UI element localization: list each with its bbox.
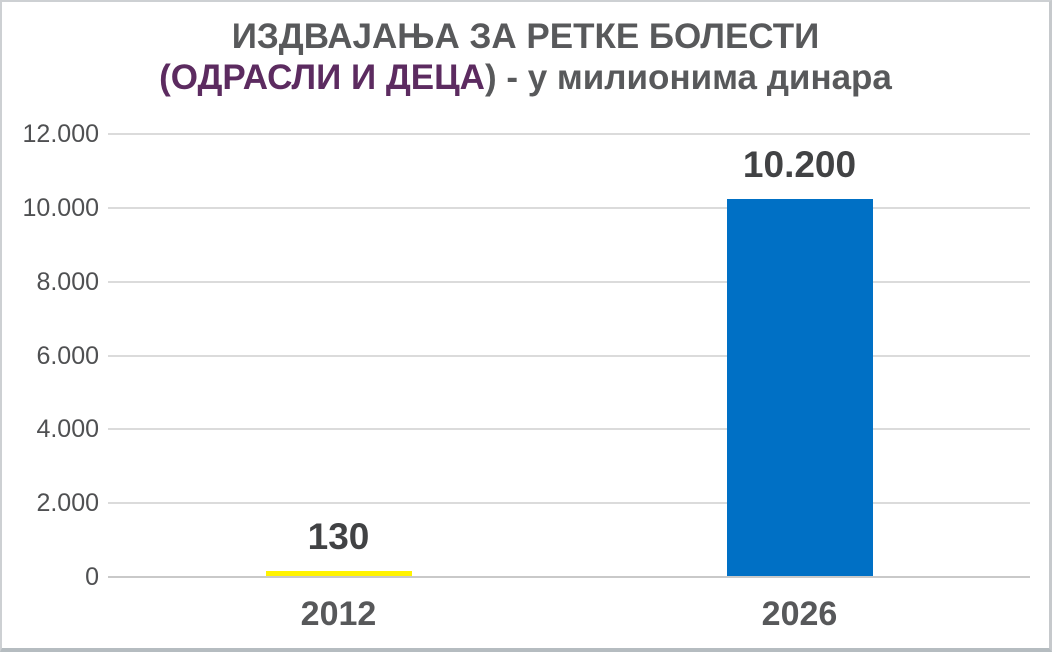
- gridline-12000: [108, 133, 1030, 135]
- value-label-2012: 130: [307, 516, 370, 557]
- y-tick-label-0: 0: [85, 563, 99, 591]
- chart-title: ИЗДВАЈАЊА ЗА РЕТКЕ БОЛЕСТИ (ОДРАСЛИ И ДЕ…: [2, 16, 1049, 98]
- value-label-2026: 10.200: [742, 144, 857, 185]
- gridline-6000: [108, 355, 1030, 357]
- bar-2012: [266, 571, 412, 576]
- y-tick-label-8000: 8.000: [36, 268, 99, 296]
- chart-title-line2: (ОДРАСЛИ И ДЕЦА) - у милионима динара: [2, 57, 1049, 98]
- y-tick-label-12000: 12.000: [22, 120, 99, 148]
- gridline-0: [108, 576, 1030, 578]
- y-tick-label-10000: 10.000: [22, 194, 99, 222]
- bar-2026: [727, 199, 873, 576]
- y-tick-label-2000: 2.000: [36, 489, 99, 517]
- gridline-10000: [108, 207, 1030, 209]
- chart-title-line2-gray: ) - у милионима динара: [484, 58, 892, 97]
- chart-title-line2-purple: (ОДРАСЛИ И ДЕЦА: [159, 58, 485, 97]
- gridline-8000: [108, 281, 1030, 283]
- chart-title-line1: ИЗДВАЈАЊА ЗА РЕТКЕ БОЛЕСТИ: [231, 17, 820, 56]
- gridline-4000: [108, 428, 1030, 430]
- y-tick-label-6000: 6.000: [36, 342, 99, 370]
- x-tick-label-2012: 2012: [300, 595, 377, 633]
- x-tick-label-2026: 2026: [761, 595, 838, 633]
- gridline-2000: [108, 502, 1030, 504]
- y-tick-label-4000: 4.000: [36, 415, 99, 443]
